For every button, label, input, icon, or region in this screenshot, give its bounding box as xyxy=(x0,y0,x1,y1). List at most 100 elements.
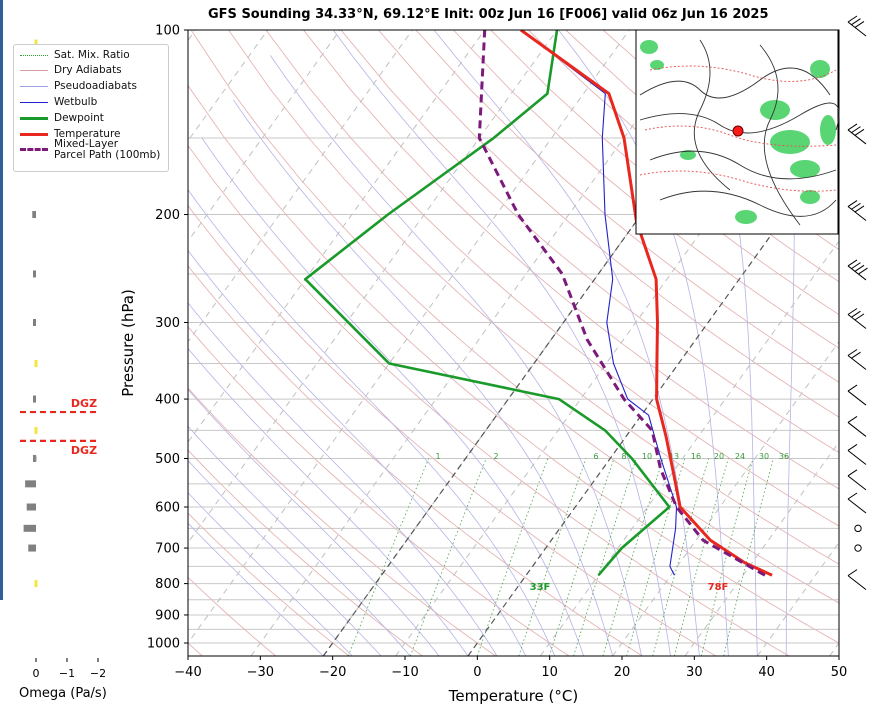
y-tick-label: 100 xyxy=(155,24,180,39)
window-edge xyxy=(0,0,3,600)
map-precip-area xyxy=(640,40,658,54)
legend-item: Wetbulb xyxy=(20,95,97,109)
surface-temp-label: 78F xyxy=(708,582,729,593)
barb-flag xyxy=(847,384,858,392)
y-axis-label: Pressure (hPa) xyxy=(119,289,137,397)
omega-bar xyxy=(23,524,36,532)
barb-flag xyxy=(847,15,858,23)
barb-staff xyxy=(847,21,867,37)
dry-adiabat xyxy=(188,326,570,656)
dry-adiabat xyxy=(188,576,276,656)
dry-adiabat xyxy=(303,30,839,490)
wind-barb xyxy=(847,200,867,221)
chart-title: GFS Sounding 34.33°N, 69.12°E Init: 00z … xyxy=(208,7,769,22)
barb-staff xyxy=(847,475,867,491)
barb-flag xyxy=(851,310,861,318)
x-tick-label: −20 xyxy=(319,665,346,680)
legend-label: Wetbulb xyxy=(54,95,98,108)
map-location-marker xyxy=(732,125,744,137)
dry-adiabat xyxy=(490,30,839,316)
omega-bar xyxy=(34,580,38,588)
isotherm-line xyxy=(467,139,839,656)
barb-staff xyxy=(847,498,867,514)
isotherm-line xyxy=(188,30,630,644)
series-temperature xyxy=(520,30,773,577)
y-tick-label: 500 xyxy=(155,452,180,467)
legend-swatch xyxy=(20,70,48,72)
isotherm-line xyxy=(250,30,703,656)
map-precip-area xyxy=(650,60,664,70)
moist-adiabat xyxy=(269,55,642,656)
omega-tick-label: −2 xyxy=(90,667,106,680)
moist-adiabat xyxy=(188,460,382,656)
wind-barb xyxy=(847,15,867,37)
mixing-ratio-line xyxy=(723,458,774,656)
moist-adiabat xyxy=(188,189,556,656)
barb-flag xyxy=(851,18,861,26)
isotherm-line xyxy=(188,30,341,243)
barb-flag xyxy=(847,492,858,500)
barb-flag xyxy=(847,444,858,451)
barb-staff xyxy=(847,422,867,437)
y-tick-label: 1000 xyxy=(147,637,180,652)
x-tick-label: 0 xyxy=(473,665,481,680)
map-precip-area xyxy=(760,100,790,120)
isotherm-line xyxy=(188,30,558,544)
barb-staff xyxy=(847,314,867,329)
dry-adiabat xyxy=(378,30,839,418)
barb-staff xyxy=(847,129,867,145)
map-temp-contour xyxy=(644,125,837,147)
wind-barb xyxy=(847,569,867,590)
barb-flag xyxy=(847,308,858,315)
mixing-ratio-label: 24 xyxy=(735,452,745,461)
omega-axis-label: Omega (Pa/s) xyxy=(19,686,107,701)
moist-adiabat xyxy=(188,388,440,656)
wind-barb xyxy=(847,349,867,370)
dry-adiabat xyxy=(190,30,839,604)
map-precip-area xyxy=(680,150,696,160)
wind-barb xyxy=(847,123,867,145)
omega-bar xyxy=(32,211,36,219)
omega-bar xyxy=(34,426,38,434)
moist-adiabat xyxy=(332,30,671,656)
y-tick-label: 300 xyxy=(155,316,180,331)
wind-barb xyxy=(854,544,862,552)
barb-flag xyxy=(851,262,861,270)
y-tick-label: 400 xyxy=(155,393,180,408)
isotherm-line xyxy=(612,340,839,656)
calm-circle xyxy=(854,524,862,533)
dry-adiabat xyxy=(188,512,350,656)
y-tick-label: 200 xyxy=(155,208,180,223)
barb-flag xyxy=(847,569,858,577)
legend-swatch xyxy=(20,148,48,152)
map-contour xyxy=(639,67,831,99)
legend-item: Mixed-Layer Parcel Path (100mb) xyxy=(20,138,160,160)
barb-flag xyxy=(854,128,865,136)
x-tick-label: −40 xyxy=(174,665,201,680)
mixing-ratio-line xyxy=(347,458,430,656)
barb-flag xyxy=(847,200,858,207)
omega-tick-label: 0 xyxy=(33,667,40,680)
legend-item: Sat. Mix. Ratio xyxy=(20,48,130,62)
map-contour xyxy=(639,102,840,134)
mixing-ratio-line xyxy=(626,458,686,656)
mixing-ratio-line xyxy=(573,458,637,656)
barb-staff xyxy=(847,575,867,590)
moist-adiabat xyxy=(188,347,469,656)
inset-map xyxy=(635,29,840,235)
legend-label: Dewpoint xyxy=(54,111,104,124)
x-tick-label: 20 xyxy=(614,665,631,680)
isotherm-line xyxy=(188,30,486,443)
omega-bar xyxy=(33,454,36,462)
dry-adiabat xyxy=(188,144,790,656)
map-temp-contour xyxy=(649,65,837,82)
barb-flag xyxy=(858,267,868,275)
wind-barb xyxy=(847,259,868,281)
barb-flag xyxy=(847,123,858,131)
barb-flag xyxy=(854,313,865,321)
mixing-ratio-label: 13 xyxy=(669,452,679,461)
map-precip-area xyxy=(810,60,830,78)
barb-flag xyxy=(851,202,861,210)
barb-staff xyxy=(847,355,867,370)
